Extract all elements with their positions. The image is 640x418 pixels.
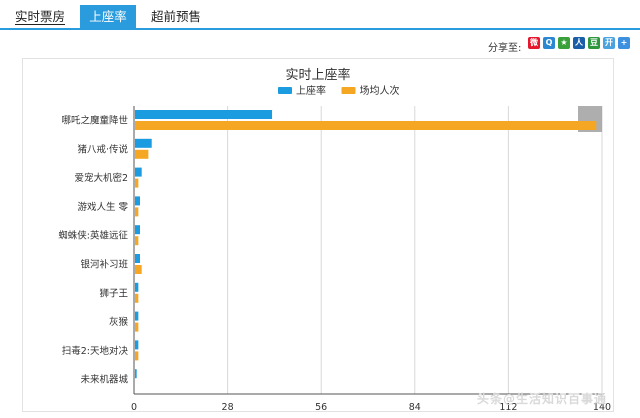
bar-1-8 (135, 351, 139, 361)
renren-icon[interactable]: 人 (573, 37, 585, 49)
category-label-3: 游戏人生 零 (77, 201, 128, 213)
kaixin-icon[interactable]: 开 (603, 37, 615, 49)
bar-0-3 (135, 196, 141, 206)
legend-label-1: 场均人次 (360, 84, 400, 97)
chart-title: 实时上座率 (285, 67, 350, 83)
more-icon[interactable]: + (618, 37, 630, 49)
bar-0-5 (135, 254, 141, 263)
category-label-0: 哪吒之魔童降世 (61, 115, 128, 127)
x-tick-label-5: 140 (593, 402, 611, 411)
category-label-2: 爱宠大机密2 (74, 172, 128, 184)
category-label-8: 扫毒2:天地对决 (62, 345, 129, 357)
douban-icon[interactable]: 豆 (588, 37, 600, 49)
bar-0-0 (135, 110, 273, 119)
tab-presale[interactable]: 超前预售 (146, 5, 206, 28)
category-label-4: 蜘蛛侠:英雄远征 (58, 230, 128, 242)
bar-0-6 (135, 282, 139, 292)
x-tick-label-2: 56 (315, 402, 327, 411)
category-label-7: 灰猴 (109, 316, 129, 328)
bar-0-8 (135, 340, 139, 350)
category-label-6: 狮子王 (99, 288, 128, 299)
chart-frame: 实时上座率 上座率 场均人次 0 28 56 84 112 140 哪吒之魔童降世猪八戒·传说 爱宠… (22, 58, 614, 412)
star-icon[interactable]: ★ (558, 37, 570, 49)
category-label-5: 银河补习班 (80, 259, 128, 271)
tab-realtime-boxoffice[interactable]: 实时票房 (8, 5, 72, 28)
x-tick-label-1: 28 (222, 402, 234, 411)
bar-1-4 (135, 236, 139, 246)
legend-label-0: 上座率 (296, 84, 326, 97)
tab-occupancy[interactable]: 上座率 (80, 5, 136, 28)
bar-0-9 (135, 369, 137, 379)
qzone-icon[interactable]: Q (543, 37, 555, 49)
x-tick-label-3: 84 (409, 402, 421, 411)
category-label-9: 未来机器城 (80, 374, 128, 386)
weibo-icon[interactable]: 微 (528, 37, 540, 49)
tab-label: 上座率 (89, 9, 127, 24)
tab-label: 实时票房 (14, 9, 65, 25)
bar-1-0 (135, 121, 597, 130)
bar-1-7 (135, 322, 139, 332)
bar-0-2 (135, 167, 142, 177)
bar-1-2 (135, 178, 139, 188)
legend-swatch-1 (341, 87, 356, 94)
bar-0-1 (135, 138, 152, 148)
watermark: 头条@生活知识百事通 (476, 392, 607, 406)
x-tick-label-4: 112 (499, 402, 517, 411)
share-label: 分享至: (488, 43, 522, 54)
bar-1-5 (135, 265, 142, 274)
bar-1-3 (135, 207, 139, 217)
tab-bar: 实时票房 上座率 超前预售 (0, 0, 640, 30)
bar-1-1 (135, 149, 149, 159)
share-icons: 微 Q ★ 人豆开 + (528, 37, 630, 49)
category-label-1: 猪八戒·传说 (77, 143, 128, 155)
legend-swatch-0 (278, 87, 292, 94)
bar-1-6 (135, 293, 139, 303)
bar-0-4 (135, 225, 141, 235)
tab-label: 超前预售 (150, 9, 201, 24)
bar-0-7 (135, 311, 139, 321)
x-tick-label-0: 0 (131, 402, 137, 411)
